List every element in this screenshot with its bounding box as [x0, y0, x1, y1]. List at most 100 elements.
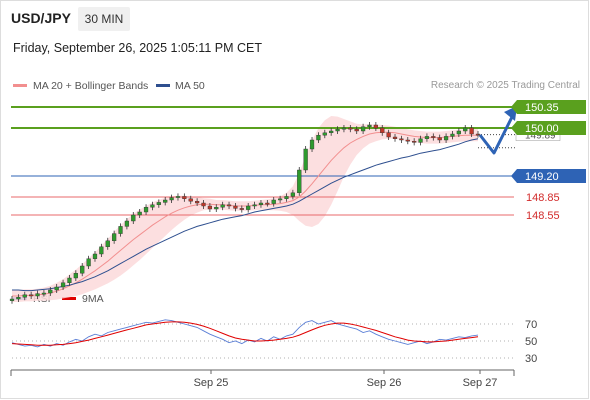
- candle-body: [456, 130, 461, 135]
- candle-body: [9, 298, 15, 301]
- candle-body: [265, 202, 270, 205]
- datetime-label: Friday, September 26, 2025 1:05:11 PM CE…: [13, 41, 262, 55]
- candle-body: [22, 294, 27, 298]
- candle-body: [169, 197, 174, 201]
- candle-body: [175, 196, 181, 198]
- candle-body: [367, 124, 372, 127]
- candle-body: [112, 233, 117, 242]
- candle-body: [207, 205, 213, 210]
- candle-body: [303, 148, 308, 171]
- forecast-arrow: [478, 116, 514, 155]
- level-tag-1: [517, 121, 586, 135]
- rsi-tick-label-2: 30: [525, 353, 537, 365]
- candle-body: [105, 240, 110, 248]
- candle-body: [150, 204, 155, 208]
- candle-body: [450, 133, 455, 137]
- level-label-0: 150.35: [525, 102, 559, 114]
- candle-body: [67, 277, 72, 284]
- candle-body: [188, 198, 193, 202]
- candle-body: [443, 136, 449, 141]
- candle-body: [73, 273, 78, 279]
- candle-body: [412, 140, 417, 143]
- candle-body: [54, 286, 59, 291]
- candle-body: [143, 206, 149, 213]
- ma50-legend-swatch: [156, 84, 170, 87]
- ma20-legend-swatch: [13, 84, 27, 87]
- candle-body: [316, 134, 321, 141]
- candle-body: [214, 206, 219, 210]
- candle-body: [182, 196, 187, 199]
- candle-body: [392, 136, 398, 139]
- candle-body: [431, 136, 436, 138]
- candle-body: [233, 205, 238, 209]
- x-tick-label-1: Sep 26: [367, 377, 402, 389]
- candle-body: [163, 199, 168, 203]
- level-tag-2: [517, 169, 586, 183]
- x-tick-label-2: Sep 27: [463, 377, 498, 389]
- candle-body: [463, 127, 468, 132]
- ma20-line: [12, 131, 478, 297]
- timeframe-button[interactable]: 30 MIN: [78, 7, 130, 31]
- candle-body: [92, 253, 98, 260]
- candle-body: [329, 130, 334, 133]
- candle-body: [137, 211, 142, 216]
- candle-body: [354, 128, 359, 132]
- candle-body: [239, 208, 244, 210]
- candle-body: [16, 297, 21, 300]
- candle-body: [335, 128, 340, 132]
- candle-body: [156, 202, 161, 205]
- candle-body: [131, 214, 136, 222]
- candle-body: [195, 200, 200, 204]
- level-label-1: 150.00: [525, 123, 559, 135]
- candle-body: [60, 282, 66, 288]
- bollinger-band: [12, 116, 478, 302]
- candle-body: [348, 127, 353, 130]
- candle-body: [124, 220, 130, 227]
- copyright-label: Research © 2025 Trading Central: [430, 80, 580, 91]
- candle-body: [418, 138, 423, 143]
- level-tag-point-2: [511, 169, 517, 183]
- candle-body: [220, 204, 225, 208]
- candle-body: [29, 294, 34, 297]
- x-tick-label-0: Sep 25: [194, 377, 229, 389]
- candle-body: [284, 196, 289, 199]
- rsi-ma-line: [11, 321, 479, 346]
- candle-body: [380, 127, 385, 134]
- candle-body: [424, 136, 430, 139]
- ma9-legend-swatch: [62, 297, 76, 300]
- candle-body: [386, 132, 391, 138]
- candle-body: [201, 202, 206, 207]
- candle-body: [41, 292, 47, 295]
- candle-body: [297, 169, 302, 193]
- rsi-tick-label-0: 70: [525, 319, 537, 331]
- candle-body: [226, 204, 232, 207]
- candle-body: [341, 127, 347, 130]
- candle-body: [118, 226, 123, 234]
- candle-body: [86, 258, 91, 267]
- candle-body: [35, 293, 40, 297]
- level-tag-point-1: [511, 121, 517, 135]
- ma50-line: [12, 138, 479, 292]
- candle-body: [405, 139, 410, 142]
- candle-body: [399, 138, 404, 141]
- level-label-3: 148.85: [526, 192, 560, 204]
- candle-body: [322, 132, 327, 136]
- candle-body: [99, 246, 104, 255]
- level-label-2: 149.20: [525, 171, 559, 183]
- ma20-legend-label: MA 20 + Bollinger Bands: [33, 80, 149, 92]
- level-tag-0: [517, 100, 586, 114]
- candle-body: [271, 199, 276, 204]
- rsi-line: [11, 319, 479, 348]
- candle-body: [373, 124, 378, 129]
- candle-body: [469, 127, 474, 135]
- candle-body: [360, 126, 366, 132]
- candle-body: [80, 265, 85, 274]
- candle-body: [246, 205, 251, 210]
- candle-body: [252, 204, 257, 207]
- last-price-label: 149.89: [525, 131, 556, 142]
- level-tag-point-0: [511, 100, 517, 114]
- candle-body: [290, 192, 295, 197]
- ma50-legend-label: MA 50: [175, 80, 205, 92]
